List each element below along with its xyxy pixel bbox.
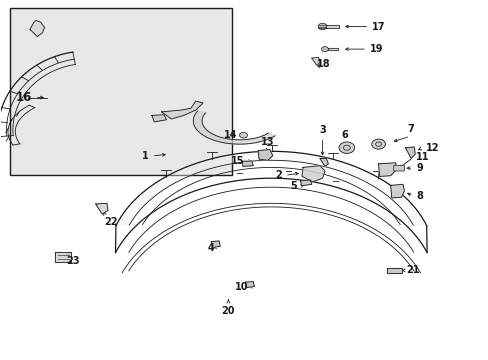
Text: 4: 4 <box>207 243 214 253</box>
Text: 10: 10 <box>234 282 248 292</box>
Text: 22: 22 <box>104 217 118 227</box>
Text: 13: 13 <box>260 137 274 147</box>
Polygon shape <box>390 184 404 198</box>
Polygon shape <box>161 101 203 119</box>
Polygon shape <box>300 180 311 186</box>
Polygon shape <box>96 203 108 214</box>
Text: 21: 21 <box>406 265 419 275</box>
Text: 14: 14 <box>223 130 237 140</box>
Polygon shape <box>326 25 338 28</box>
Polygon shape <box>320 158 328 166</box>
Polygon shape <box>211 241 220 247</box>
Text: 2: 2 <box>275 170 282 180</box>
Circle shape <box>318 23 326 30</box>
Circle shape <box>321 46 328 51</box>
Text: 19: 19 <box>369 44 383 54</box>
FancyBboxPatch shape <box>393 165 404 171</box>
Text: 8: 8 <box>415 191 422 201</box>
Bar <box>10 8 232 175</box>
Circle shape <box>371 139 385 149</box>
Polygon shape <box>405 147 414 158</box>
Text: 9: 9 <box>415 163 422 173</box>
Text: 18: 18 <box>317 59 330 69</box>
Text: 7: 7 <box>406 124 413 134</box>
Polygon shape <box>245 282 254 288</box>
Circle shape <box>338 142 354 153</box>
Text: 3: 3 <box>319 125 325 135</box>
Circle shape <box>239 132 247 138</box>
Polygon shape <box>30 21 44 37</box>
Text: 17: 17 <box>371 22 385 32</box>
Polygon shape <box>378 163 396 176</box>
Text: 12: 12 <box>425 143 439 153</box>
Polygon shape <box>328 48 337 50</box>
Text: 20: 20 <box>221 306 235 315</box>
Text: 1: 1 <box>142 151 149 161</box>
Text: 16: 16 <box>15 91 32 104</box>
Polygon shape <box>311 57 320 65</box>
Polygon shape <box>242 161 253 166</box>
Polygon shape <box>55 252 71 262</box>
Polygon shape <box>152 115 166 122</box>
Polygon shape <box>116 151 426 226</box>
Text: 11: 11 <box>415 152 429 162</box>
Polygon shape <box>258 149 272 160</box>
Text: 15: 15 <box>230 156 244 166</box>
Polygon shape <box>302 166 325 182</box>
Text: 6: 6 <box>341 130 347 140</box>
Text: 5: 5 <box>290 181 297 192</box>
Polygon shape <box>386 268 401 273</box>
Polygon shape <box>193 111 275 144</box>
Text: 23: 23 <box>66 256 80 266</box>
